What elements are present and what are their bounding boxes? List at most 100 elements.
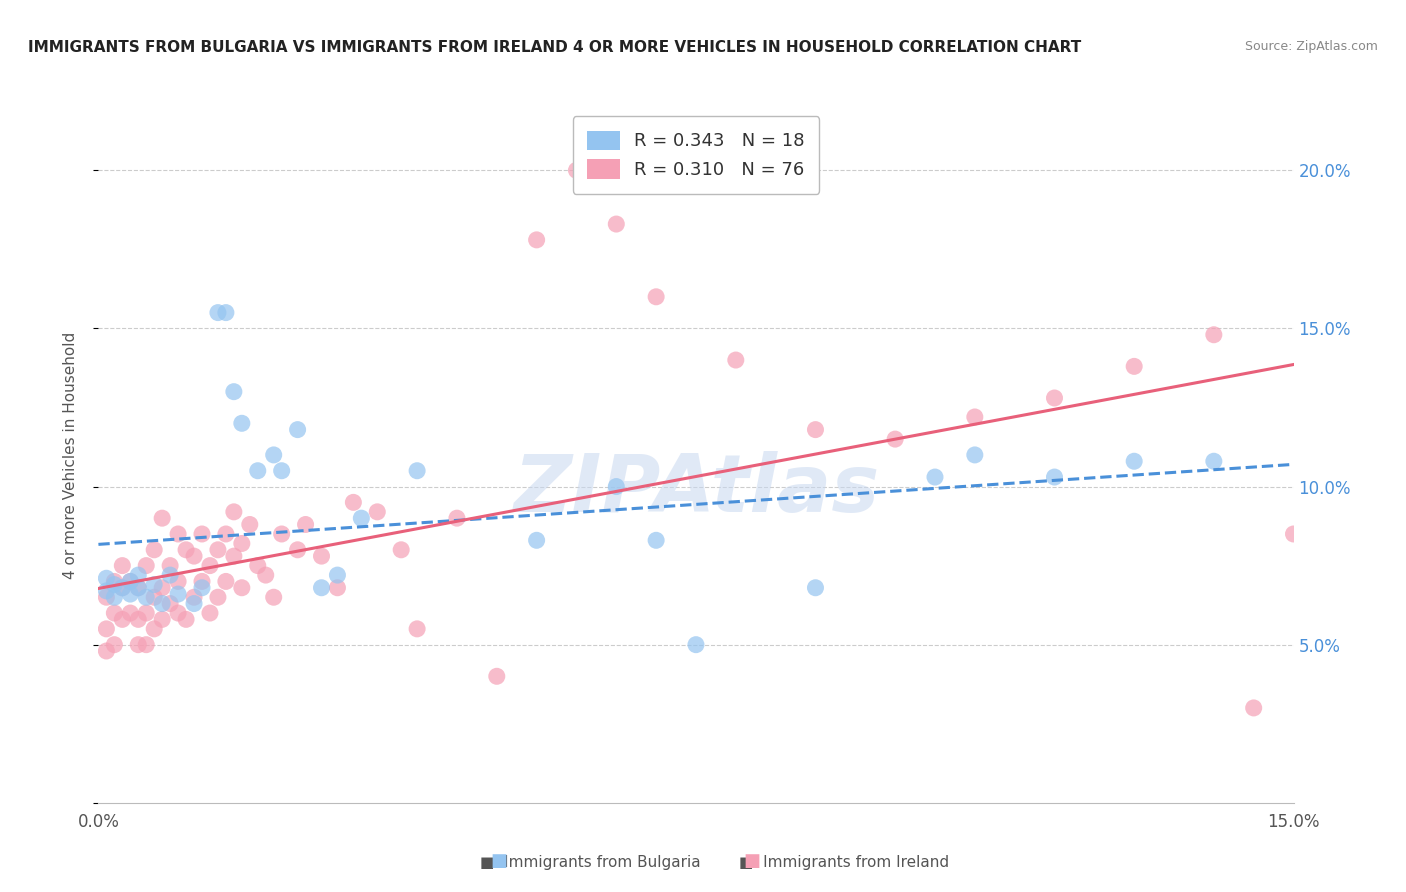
Point [342, 495, 364, 509]
Point [120, 587, 142, 601]
Point [222, 384, 245, 399]
Point [605, 217, 627, 231]
Point [120, 606, 142, 620]
Point [565, 163, 588, 178]
Text: ZIPAtlas: ZIPAtlas [513, 450, 879, 529]
Point [150, 612, 173, 626]
Point [724, 353, 747, 368]
Point [96, 622, 118, 636]
Point [231, 417, 253, 431]
Point [446, 511, 468, 525]
Point [685, 638, 707, 652]
Point [103, 591, 125, 605]
Point [191, 581, 214, 595]
Point [111, 581, 134, 595]
Point [311, 581, 333, 595]
Point [1043, 391, 1066, 405]
Point [1123, 359, 1146, 374]
Point [263, 591, 285, 605]
Text: ■  Immigrants from Ireland: ■ Immigrants from Ireland [738, 855, 949, 870]
Point [239, 517, 262, 532]
Point [183, 549, 205, 563]
Point [605, 479, 627, 493]
Point [326, 581, 349, 595]
Text: Source: ZipAtlas.com: Source: ZipAtlas.com [1244, 40, 1378, 54]
Point [135, 638, 157, 652]
Text: ■  Immigrants from Bulgaria: ■ Immigrants from Bulgaria [481, 855, 700, 870]
Point [198, 558, 221, 573]
Point [1043, 470, 1066, 484]
Point [174, 542, 197, 557]
Point [191, 574, 214, 589]
Point [143, 591, 166, 605]
Point [222, 505, 245, 519]
Point [143, 542, 166, 557]
Point [103, 574, 125, 589]
Point [111, 612, 134, 626]
Point [804, 581, 827, 595]
Point [270, 464, 292, 478]
Point [167, 606, 190, 620]
Point [215, 574, 238, 589]
Point [1123, 454, 1146, 468]
Point [1202, 454, 1225, 468]
Point [884, 432, 907, 446]
Point [167, 574, 190, 589]
Point [159, 597, 181, 611]
Point [127, 612, 149, 626]
Point [645, 290, 668, 304]
Point [191, 527, 214, 541]
Point [120, 574, 142, 589]
Point [231, 536, 253, 550]
Text: IMMIGRANTS FROM BULGARIA VS IMMIGRANTS FROM IRELAND 4 OR MORE VEHICLES IN HOUSEH: IMMIGRANTS FROM BULGARIA VS IMMIGRANTS F… [28, 40, 1081, 55]
Point [294, 517, 316, 532]
Point [207, 591, 229, 605]
Point [311, 549, 333, 563]
Point [270, 527, 292, 541]
Point [406, 464, 429, 478]
Point [159, 568, 181, 582]
Point [231, 581, 253, 595]
Text: ■: ■ [744, 852, 761, 870]
Point [215, 305, 238, 319]
Point [135, 591, 157, 605]
Point [207, 305, 229, 319]
Point [183, 597, 205, 611]
Y-axis label: 4 or more Vehicles in Household: 4 or more Vehicles in Household [63, 331, 77, 579]
Point [246, 464, 269, 478]
Point [263, 448, 285, 462]
Point [143, 577, 166, 591]
Point [135, 606, 157, 620]
Point [389, 542, 412, 557]
Point [485, 669, 508, 683]
Legend: R = 0.343   N = 18, R = 0.310   N = 76: R = 0.343 N = 18, R = 0.310 N = 76 [572, 116, 820, 194]
Point [143, 622, 166, 636]
Point [127, 568, 149, 582]
Point [183, 591, 205, 605]
Point [127, 638, 149, 652]
Point [159, 558, 181, 573]
Point [150, 597, 173, 611]
Point [222, 549, 245, 563]
Point [96, 644, 118, 658]
Point [127, 581, 149, 595]
Point [1202, 327, 1225, 342]
Point [120, 574, 142, 589]
Point [103, 638, 125, 652]
Point [96, 571, 118, 585]
Point [963, 448, 986, 462]
Point [207, 542, 229, 557]
Text: ■: ■ [491, 852, 508, 870]
Point [135, 558, 157, 573]
Point [406, 622, 429, 636]
Point [366, 505, 388, 519]
Point [127, 581, 149, 595]
Point [174, 612, 197, 626]
Point [287, 423, 309, 437]
Point [350, 511, 373, 525]
Point [246, 558, 269, 573]
Point [167, 527, 190, 541]
Point [167, 587, 190, 601]
Point [150, 581, 173, 595]
Point [254, 568, 277, 582]
